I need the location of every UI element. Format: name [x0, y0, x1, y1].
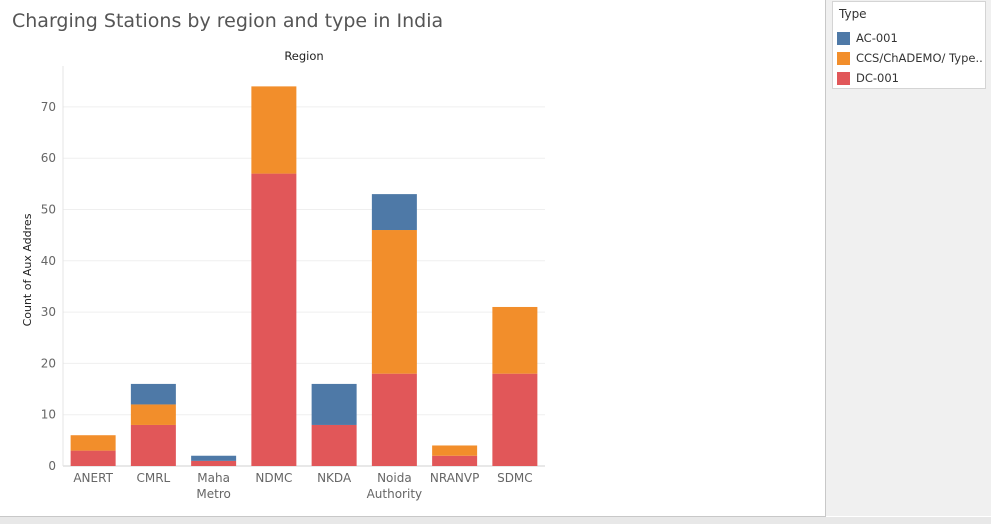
x-tick-label: ANERT [73, 471, 113, 485]
x-tick-line: NKDA [317, 471, 352, 485]
x-tick-line: SDMC [497, 471, 533, 485]
legend-item-ac[interactable]: AC-001 [837, 31, 983, 47]
legend-title: Type [839, 7, 867, 21]
x-tick-line: ANERT [73, 471, 113, 485]
bar-segment[interactable] [311, 424, 357, 466]
bar-segment[interactable] [371, 230, 417, 374]
x-tick-line: Maha [197, 471, 230, 485]
x-tick-line: NDMC [255, 471, 292, 485]
legend-swatch [837, 72, 850, 85]
bar-segment[interactable] [432, 445, 478, 456]
legend-swatch [837, 52, 850, 65]
legend-label: CCS/ChADEMO/ Type.. [856, 51, 983, 65]
y-tick-label: 0 [48, 459, 56, 473]
bar-segment[interactable] [492, 306, 538, 374]
bar-segment[interactable] [191, 455, 237, 461]
bar-segment[interactable] [251, 173, 297, 466]
x-tick-line: Metro [196, 487, 230, 501]
x-tick-label: NDMC [255, 471, 292, 485]
bar-segment[interactable] [70, 435, 116, 451]
y-tick-label: 60 [41, 151, 56, 165]
bar-segment[interactable] [251, 86, 297, 174]
x-tick-line: Authority [367, 487, 423, 501]
x-tick-line: NRANVP [430, 471, 479, 485]
bottom-strip [0, 517, 991, 524]
bar-segment[interactable] [130, 424, 176, 466]
column-header: Region [284, 49, 323, 63]
y-tick-label: 30 [41, 305, 56, 319]
legend-label: DC-001 [856, 71, 899, 85]
legend-swatch [837, 32, 850, 45]
bar-chart: 0 10 20 30 40 50 60 70 Region Count of Aux Addres… [21, 49, 545, 501]
x-tick-label: Maha Metro [196, 471, 230, 501]
x-tick-label: CMRL [136, 471, 170, 485]
x-tick-label: NRANVP [430, 471, 479, 485]
legend-item-dc[interactable]: DC-001 [837, 71, 983, 87]
y-tick-label: 70 [41, 100, 56, 114]
x-tick-label: NKDA [317, 471, 352, 485]
bar-segment[interactable] [371, 373, 417, 466]
y-axis-title: Count of Aux Addres [21, 213, 34, 326]
bar-segment[interactable] [432, 455, 478, 466]
bar-segment[interactable] [311, 383, 357, 425]
chart-title: Charging Stations by region and type in … [12, 10, 444, 32]
y-tick-label: 10 [41, 408, 56, 422]
x-tick-line: CMRL [136, 471, 170, 485]
x-tick-label: Noida Authority [367, 471, 423, 501]
legend: Type AC-001 CCS/ChADEMO/ Type.. DC-001 [832, 1, 986, 89]
bar-segment[interactable] [70, 450, 116, 466]
bar-segment[interactable] [130, 383, 176, 405]
x-tick-label: SDMC [497, 471, 533, 485]
legend-label: AC-001 [856, 31, 898, 45]
y-tick-label: 50 [41, 203, 56, 217]
bar-segment[interactable] [371, 194, 417, 231]
bar-segment[interactable] [130, 404, 176, 425]
bar-segment[interactable] [492, 373, 538, 466]
bar-segment[interactable] [191, 460, 237, 466]
x-tick-line: Noida [377, 471, 412, 485]
legend-item-ccs[interactable]: CCS/ChADEMO/ Type.. [837, 51, 983, 67]
y-tick-label: 40 [41, 254, 56, 268]
y-tick-label: 20 [41, 356, 56, 370]
